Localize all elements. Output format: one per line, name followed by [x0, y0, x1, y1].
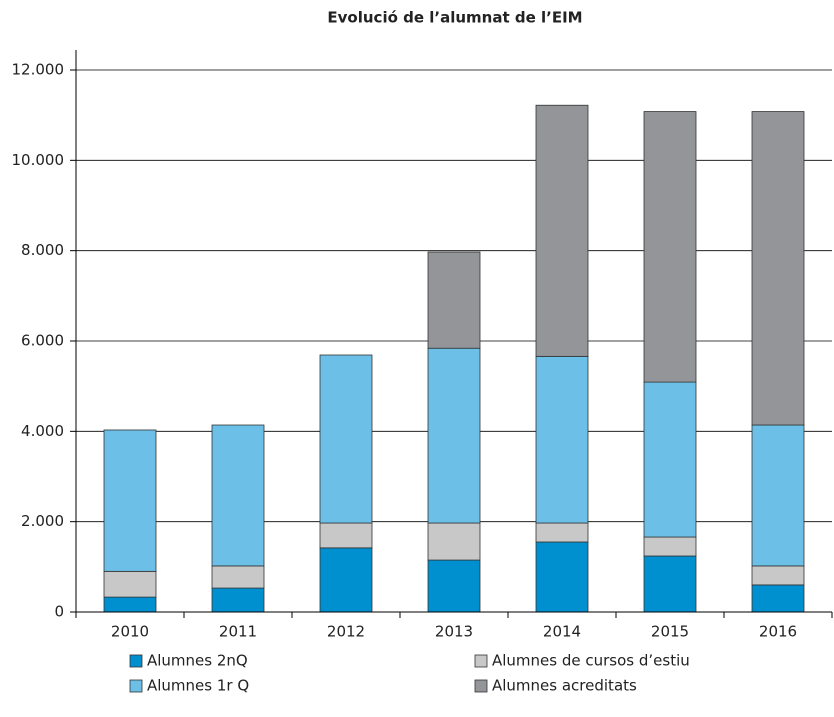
- bar-segment: [751, 584, 805, 613]
- legend-label: Alumnes 1r Q: [147, 677, 249, 695]
- bar-segment: [643, 536, 697, 557]
- y-tick-label: 8.000: [21, 241, 64, 259]
- bar-segment: [427, 347, 481, 524]
- bar-segment: [535, 104, 589, 357]
- y-tick-label: 0: [54, 603, 64, 621]
- y-tick-label: 10.000: [12, 151, 65, 169]
- legend-swatch: [474, 679, 488, 693]
- bar-segment: [211, 587, 265, 613]
- x-tick-label: 2012: [327, 623, 365, 641]
- bar-segment: [751, 424, 805, 567]
- y-tick-label: 4.000: [21, 422, 64, 440]
- bar-segment: [103, 570, 157, 598]
- legend-swatch: [129, 679, 143, 693]
- x-tick-label: 2016: [759, 623, 797, 641]
- bar-segment: [535, 541, 589, 613]
- bar-segment: [751, 111, 805, 426]
- bar-segment: [427, 251, 481, 349]
- bar-segment: [643, 381, 697, 538]
- legend-label: Alumnes de cursos d’estiu: [492, 652, 690, 670]
- bar-segment: [319, 522, 373, 549]
- bar-segment: [319, 547, 373, 613]
- chart-title: Evolució de l’alumnat de l’EIM: [327, 9, 582, 27]
- bar-segment: [643, 555, 697, 613]
- bar-segment: [211, 565, 265, 589]
- x-tick-label: 2013: [435, 623, 473, 641]
- x-tick-label: 2011: [219, 623, 257, 641]
- bar-segment: [211, 424, 265, 567]
- bar-segment: [535, 355, 589, 524]
- bar-segment: [103, 429, 157, 572]
- bar-segment: [751, 565, 805, 586]
- bar-segment: [427, 559, 481, 613]
- legend-label: Alumnes 2nQ: [147, 652, 248, 670]
- x-tick-label: 2014: [543, 623, 581, 641]
- bar-segment: [319, 354, 373, 524]
- legend-label: Alumnes acreditats: [492, 677, 637, 695]
- legend-swatch: [474, 654, 488, 668]
- bar-segment: [427, 522, 481, 561]
- x-tick-label: 2015: [651, 623, 689, 641]
- bar-segment: [643, 111, 697, 383]
- y-tick-label: 12.000: [12, 61, 65, 79]
- y-tick-label: 6.000: [21, 332, 64, 350]
- y-tick-label: 2.000: [21, 512, 64, 530]
- x-tick-label: 2010: [111, 623, 149, 641]
- bar-segment: [535, 522, 589, 543]
- bar-segment: [103, 596, 157, 613]
- legend-swatch: [129, 654, 143, 668]
